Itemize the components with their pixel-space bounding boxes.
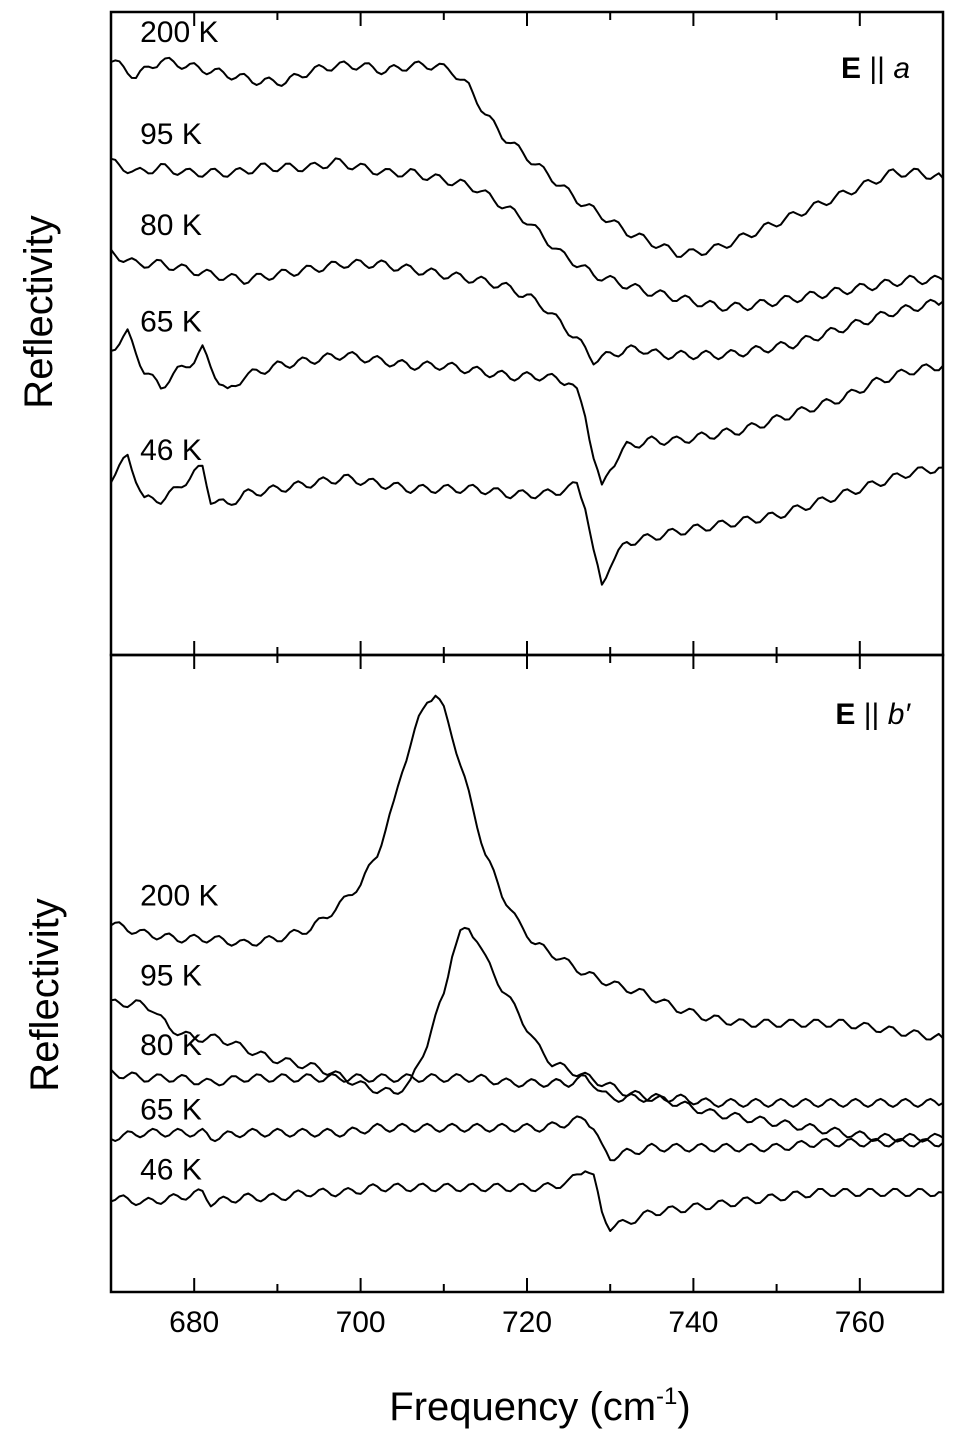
bottom-curve-label: 200 K	[140, 880, 218, 913]
bottom-curve-95k	[110, 926, 944, 1143]
bottom-y-axis-label: Reflectivity	[23, 898, 67, 1091]
top-polarization-label: E || a	[841, 52, 910, 85]
bottom-panel-frame	[109, 653, 945, 1294]
top-panel-frame	[109, 10, 945, 657]
bottom-curve-label: 95 K	[140, 959, 202, 992]
top-panel-ticks	[110, 12, 944, 655]
top-curve-label: 95 K	[140, 118, 202, 151]
bottom-panel: 200 K 95 K 80 K 65 K 46 K E || b′ Reflectivi…	[23, 653, 945, 1429]
bottom-curve-label: 46 K	[140, 1153, 202, 1186]
bottom-panel-ticks	[110, 655, 944, 1292]
bottom-curve-label: 65 K	[140, 1094, 202, 1127]
top-curve-80k	[110, 249, 944, 366]
top-y-axis-label: Reflectivity	[17, 215, 61, 408]
top-curve-label: 65 K	[140, 306, 202, 339]
top-curve-label: 46 K	[140, 434, 202, 467]
x-tick-label: 680	[169, 1306, 219, 1339]
x-tick-label: 760	[835, 1306, 885, 1339]
x-tick-label: 700	[336, 1306, 386, 1339]
top-panel-curves	[110, 56, 944, 586]
top-curve-label: 80 K	[140, 209, 202, 242]
bottom-panel-curves	[110, 694, 944, 1232]
top-curve-200k	[110, 56, 944, 258]
bottom-curve-65k	[110, 1115, 944, 1162]
x-tick-labels: 680 700 720 740 760	[169, 1306, 885, 1339]
bottom-curve-46k	[110, 1170, 944, 1232]
x-tick-label: 720	[502, 1306, 552, 1339]
top-curve-65k	[110, 328, 944, 486]
top-curve-46k	[110, 453, 944, 586]
top-panel-curve-labels: 200 K 95 K 80 K 65 K 46 K	[140, 16, 218, 467]
bottom-panel-curve-labels: 200 K 95 K 80 K 65 K 46 K	[140, 880, 218, 1187]
top-curve-label: 200 K	[140, 16, 218, 49]
bottom-curve-200k	[110, 694, 944, 1041]
bottom-curve-label: 80 K	[140, 1029, 202, 1062]
top-curve-95k	[110, 157, 944, 312]
top-panel: 200 K 95 K 80 K 65 K 46 K E || a Reflectivit…	[17, 10, 945, 657]
x-axis-label: Frequency (cm-1)	[389, 1383, 690, 1429]
x-tick-label: 740	[668, 1306, 718, 1339]
bottom-polarization-label: E || b′	[835, 698, 911, 731]
bottom-curve-80k	[110, 1069, 944, 1108]
